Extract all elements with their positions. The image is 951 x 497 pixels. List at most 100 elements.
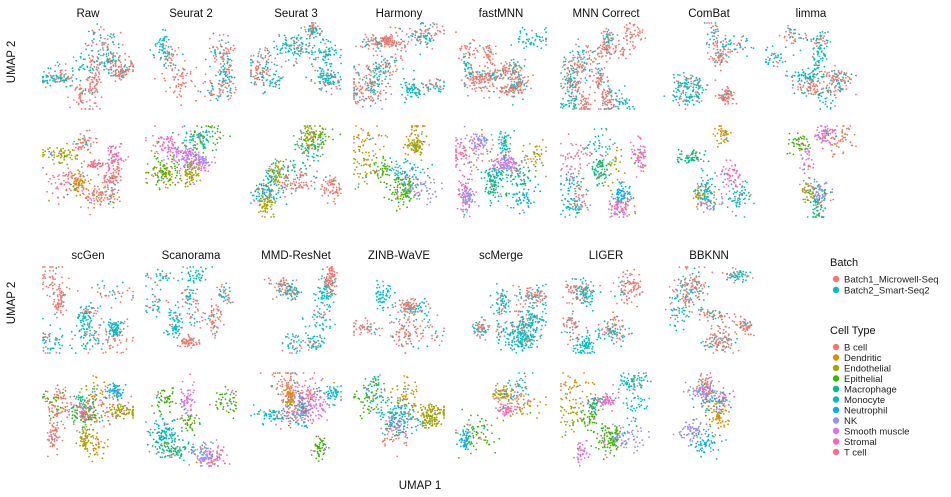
cell-point: [89, 71, 92, 74]
cell-point: [107, 188, 109, 191]
cell-point: [294, 42, 297, 45]
cell-point: [77, 103, 80, 106]
cell-point: [574, 89, 577, 91]
cell-point: [380, 70, 382, 73]
cell-point: [563, 64, 565, 67]
cell-point: [269, 54, 272, 57]
cell-point: [742, 48, 744, 50]
cell-point: [177, 83, 180, 85]
cell-point: [104, 37, 106, 40]
cell-point: [319, 34, 321, 36]
cell-point: [377, 85, 380, 88]
cell-point: [124, 52, 126, 55]
cell-point: [201, 164, 204, 166]
cell-point: [820, 51, 823, 53]
cell-point: [204, 169, 207, 172]
cell-point: [735, 102, 738, 105]
cell-point: [89, 83, 92, 86]
cell-point: [722, 43, 724, 46]
cell-point: [612, 33, 614, 36]
cell-point: [216, 138, 218, 141]
cell-point: [695, 86, 698, 89]
cell-point: [394, 26, 397, 29]
cell-point: [401, 59, 404, 61]
cell-point: [600, 80, 603, 83]
cell-point: [158, 187, 161, 189]
cell-point: [118, 77, 121, 80]
cell-point: [521, 80, 524, 82]
cell-point: [280, 48, 282, 50]
cell-point: [372, 84, 375, 87]
cell-point: [117, 43, 120, 45]
cell-point: [601, 74, 604, 77]
cell-point: [840, 70, 843, 73]
umap-panel-mnn-correct-row1: MNN Correct: [560, 8, 647, 110]
cell-point: [113, 159, 115, 162]
cell-point: [275, 45, 278, 47]
cell-point: [628, 22, 631, 24]
cell-point: [293, 64, 295, 67]
cell-point: [506, 72, 509, 75]
cell-point: [160, 175, 163, 178]
cell-point: [220, 66, 223, 69]
cell-point: [216, 130, 219, 133]
cell-point: [597, 72, 600, 75]
cell-point: [117, 161, 119, 164]
cell-point: [828, 71, 830, 74]
cell-point: [519, 89, 521, 92]
cell-point: [584, 68, 587, 71]
cell-point: [710, 22, 713, 24]
cell-point: [83, 175, 85, 178]
cell-point: [837, 88, 840, 91]
cell-point: [284, 47, 287, 49]
cell-point: [89, 197, 92, 200]
cell-point: [468, 71, 470, 74]
cell-point: [282, 160, 285, 163]
cell-point: [220, 45, 222, 48]
cell-point: [214, 49, 217, 51]
cell-point: [108, 167, 111, 170]
cell-point: [469, 73, 471, 76]
cell-point: [379, 99, 382, 102]
cell-point: [834, 78, 837, 81]
cell-point: [592, 80, 594, 82]
cell-point: [727, 101, 730, 103]
cell-point: [86, 44, 88, 47]
cell-point: [127, 156, 130, 158]
cell-point: [82, 141, 85, 144]
cell-point: [589, 103, 592, 106]
cell-point: [492, 74, 495, 76]
cell-point: [516, 76, 519, 79]
cell-point: [153, 166, 156, 169]
cell-point: [521, 41, 524, 43]
cell-point: [384, 71, 387, 74]
cell-point: [46, 79, 49, 82]
cell-point: [171, 69, 174, 72]
cell-point: [812, 37, 815, 40]
cell-point: [484, 51, 487, 54]
cell-point: [821, 76, 824, 79]
cell-point: [716, 28, 719, 30]
cell-point: [51, 192, 54, 195]
cell-point: [228, 71, 231, 73]
cell-point: [595, 80, 598, 83]
cell-point: [561, 87, 564, 90]
cell-point: [480, 79, 482, 81]
cell-point: [480, 87, 482, 89]
cell-point: [306, 33, 309, 36]
cell-point: [189, 150, 192, 153]
cell-point: [522, 76, 524, 79]
cell-point: [301, 47, 303, 50]
cell-point: [566, 75, 569, 77]
cell-point: [226, 82, 229, 85]
cell-point: [815, 42, 817, 45]
cell-point: [199, 140, 202, 142]
cell-point: [678, 90, 681, 93]
cell-point: [726, 61, 729, 64]
cell-point: [261, 57, 264, 59]
cell-point: [96, 60, 99, 63]
cell-point: [434, 87, 437, 90]
cell-point: [109, 35, 111, 38]
cell-point: [58, 174, 60, 176]
cell-point: [374, 102, 377, 105]
